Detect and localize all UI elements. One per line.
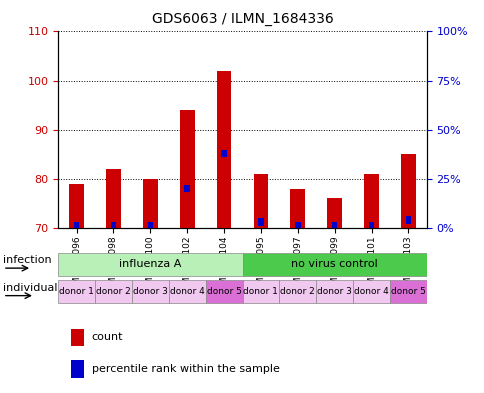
Text: donor 4: donor 4 bbox=[353, 287, 388, 296]
Text: donor 2: donor 2 bbox=[96, 287, 131, 296]
FancyBboxPatch shape bbox=[205, 280, 242, 303]
Bar bbox=[106, 169, 121, 228]
Bar bbox=[368, 222, 374, 230]
Bar bbox=[331, 222, 337, 230]
FancyBboxPatch shape bbox=[389, 280, 426, 303]
FancyBboxPatch shape bbox=[95, 280, 132, 303]
Text: donor 5: donor 5 bbox=[390, 287, 425, 296]
Text: GDS6063 / ILMN_1684336: GDS6063 / ILMN_1684336 bbox=[151, 12, 333, 26]
FancyBboxPatch shape bbox=[168, 280, 205, 303]
FancyBboxPatch shape bbox=[242, 253, 426, 276]
FancyBboxPatch shape bbox=[279, 280, 316, 303]
Text: infection: infection bbox=[3, 255, 51, 265]
FancyBboxPatch shape bbox=[58, 253, 242, 276]
Bar bbox=[294, 222, 300, 230]
Bar bbox=[71, 329, 83, 346]
Bar bbox=[184, 185, 190, 192]
FancyBboxPatch shape bbox=[58, 280, 95, 303]
Bar bbox=[216, 71, 231, 228]
Bar bbox=[327, 198, 341, 228]
Bar bbox=[405, 217, 410, 224]
Text: individual: individual bbox=[3, 283, 57, 293]
Text: no virus control: no virus control bbox=[291, 259, 377, 269]
Text: donor 1: donor 1 bbox=[243, 287, 278, 296]
Bar bbox=[180, 110, 194, 228]
Text: influenza A: influenza A bbox=[119, 259, 181, 269]
Bar bbox=[74, 222, 79, 230]
Bar bbox=[71, 360, 83, 378]
Text: donor 2: donor 2 bbox=[280, 287, 315, 296]
Text: count: count bbox=[91, 332, 123, 342]
FancyBboxPatch shape bbox=[132, 280, 168, 303]
Bar bbox=[253, 174, 268, 228]
FancyBboxPatch shape bbox=[352, 280, 389, 303]
Text: donor 4: donor 4 bbox=[169, 287, 204, 296]
Bar bbox=[221, 150, 227, 157]
Bar bbox=[147, 222, 153, 230]
Text: percentile rank within the sample: percentile rank within the sample bbox=[91, 364, 279, 374]
FancyBboxPatch shape bbox=[242, 280, 279, 303]
Text: donor 5: donor 5 bbox=[206, 287, 241, 296]
Text: donor 3: donor 3 bbox=[133, 287, 167, 296]
Text: donor 3: donor 3 bbox=[317, 287, 351, 296]
FancyBboxPatch shape bbox=[316, 280, 352, 303]
Bar bbox=[257, 219, 263, 226]
Bar bbox=[400, 154, 415, 228]
Text: donor 1: donor 1 bbox=[59, 287, 94, 296]
Bar bbox=[290, 189, 304, 228]
Bar bbox=[363, 174, 378, 228]
Bar bbox=[143, 179, 157, 228]
Bar bbox=[69, 184, 84, 228]
Bar bbox=[110, 222, 116, 230]
